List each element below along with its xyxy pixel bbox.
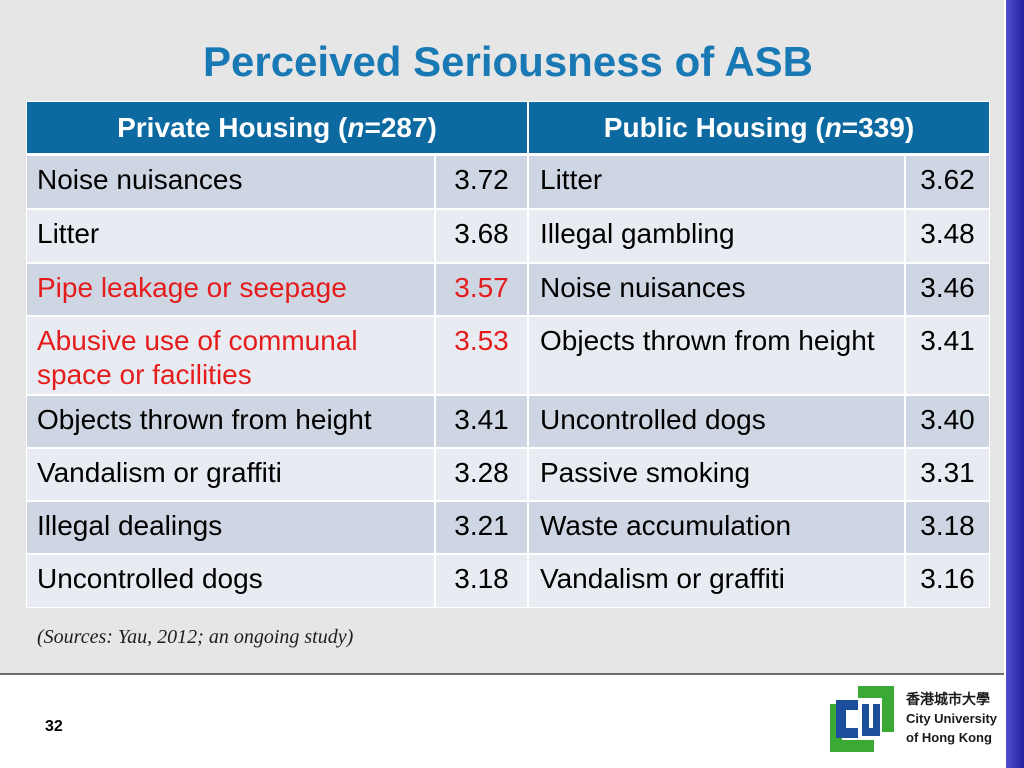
private-housing-score: 3.28 [436,449,527,500]
private-housing-score: 3.68 [436,210,527,262]
sample-size-value: =287) [364,111,437,143]
private-housing-item: Abusive use of communal space or facilit… [27,317,434,394]
public-housing-item: Illegal gambling [529,210,904,262]
header-label: Private Housing ( [117,111,348,143]
table-row: Noise nuisances 3.72 Litter 3.62 [27,156,989,208]
public-housing-score: 3.18 [906,502,989,553]
public-housing-item: Uncontrolled dogs [529,396,904,447]
public-housing-item: Vandalism or graffiti [529,555,904,607]
private-housing-item: Objects thrown from height [27,396,434,447]
table-row: Vandalism or graffiti 3.28 Passive smoki… [27,449,989,500]
private-housing-item: Noise nuisances [27,156,434,208]
slide-title: Perceived Seriousness of ASB [202,38,814,85]
sample-size-value: =339) [841,111,915,143]
side-bar-edge [1004,0,1006,768]
public-housing-score: 3.46 [906,264,989,315]
public-housing-score: 3.48 [906,210,989,262]
public-housing-item: Waste accumulation [529,502,904,553]
public-housing-item: Passive smoking [529,449,904,500]
header-label: Public Housing ( [603,111,825,143]
public-housing-header: Public Housing (n =339) [529,102,989,153]
private-housing-score: 3.41 [436,396,527,447]
private-housing-item: Vandalism or graffiti [27,449,434,500]
public-housing-item: Noise nuisances [529,264,904,315]
table-row: Objects thrown from height 3.41 Uncontro… [27,396,989,447]
private-housing-score: 3.53 [436,317,527,394]
public-housing-score: 3.16 [906,555,989,607]
sample-size-symbol: n [347,111,365,143]
side-bar [1006,0,1024,768]
footer-divider [0,673,1004,675]
private-housing-score: 3.18 [436,555,527,607]
university-name-chinese: 香港城市大學 [906,691,990,707]
public-housing-score: 3.40 [906,396,989,447]
private-housing-score: 3.72 [436,156,527,208]
cityu-logo-icon [830,686,894,752]
table-row: Pipe leakage or seepage 3.57 Noise nuisa… [27,264,989,315]
table-header-row: Private Housing (n =287) Public Housing (… [27,102,989,153]
private-housing-item: Pipe leakage or seepage [27,264,434,315]
public-housing-score: 3.31 [906,449,989,500]
asb-seriousness-table: Private Housing (n =287) Public Housing (… [26,101,990,608]
private-housing-score: 3.21 [436,502,527,553]
university-name: 香港城市大學 City University of Hong Kong [906,689,997,747]
table-row: Abusive use of communal space or facilit… [27,317,989,394]
source-note: (Sources: Yau, 2012; an ongoing study) [37,626,354,648]
public-housing-item: Objects thrown from height [529,317,904,394]
public-housing-score: 3.41 [906,317,989,394]
sample-size-symbol: n [824,111,842,143]
private-housing-header: Private Housing (n =287) [27,102,527,153]
table-row: Illegal dealings 3.21 Waste accumulation… [27,502,989,553]
table-row: Litter 3.68 Illegal gambling 3.48 [27,210,989,262]
page-number: 32 [45,718,63,735]
public-housing-item: Litter [529,156,904,208]
public-housing-score: 3.62 [906,156,989,208]
university-name-line2: of Hong Kong [906,730,992,745]
table-row: Uncontrolled dogs 3.18 Vandalism or graf… [27,555,989,607]
private-housing-item: Illegal dealings [27,502,434,553]
private-housing-item: Litter [27,210,434,262]
university-name-line1: City University [906,711,998,726]
private-housing-item: Uncontrolled dogs [27,555,434,607]
private-housing-score: 3.57 [436,264,527,315]
